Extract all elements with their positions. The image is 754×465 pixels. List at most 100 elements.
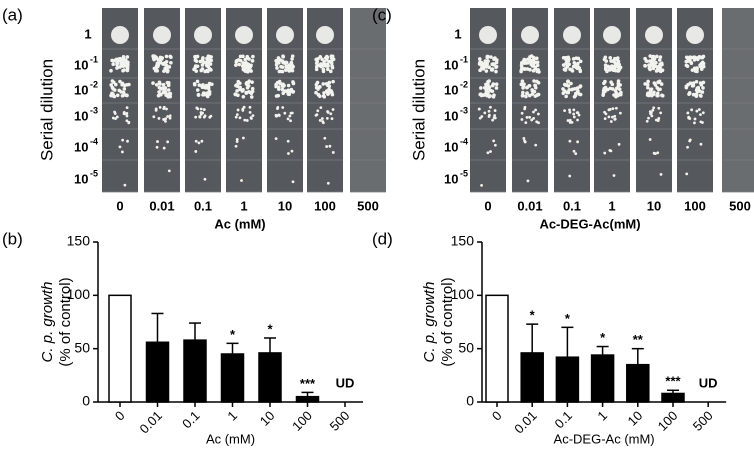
colony [491, 118, 495, 122]
colony [520, 118, 524, 121]
colony [572, 95, 577, 99]
y-axis-label: C. p. growth [39, 282, 56, 363]
colony [235, 113, 239, 117]
colony [154, 83, 159, 87]
colony [537, 121, 540, 125]
colony [701, 64, 706, 69]
colony [602, 81, 606, 86]
colony [323, 136, 327, 140]
colony [288, 114, 292, 118]
colony [578, 85, 582, 89]
colony [243, 57, 248, 62]
colony [207, 81, 212, 86]
colony [202, 115, 206, 119]
row-label: 10 [444, 139, 458, 154]
colony [489, 150, 492, 153]
colony [484, 91, 488, 96]
colony [492, 116, 496, 120]
colony [519, 69, 523, 74]
colony [274, 84, 278, 89]
colony [241, 107, 245, 111]
colony [618, 111, 622, 115]
colony [534, 108, 537, 112]
colony [322, 60, 326, 64]
colony [314, 82, 319, 87]
colony [693, 121, 696, 125]
row-label-exp: -3 [460, 105, 468, 115]
colony [151, 54, 155, 58]
colony [325, 145, 329, 148]
colony [561, 87, 565, 91]
column-label: 500 [357, 198, 379, 213]
colony [650, 93, 654, 98]
y-tick-label: 0 [466, 393, 474, 409]
colony [530, 92, 535, 96]
colony [537, 70, 541, 74]
row-label-exp: -2 [90, 79, 98, 89]
bar [485, 294, 509, 403]
colony [318, 54, 323, 59]
column-label: 0 [484, 198, 491, 213]
bar [555, 356, 580, 403]
colony [164, 119, 167, 123]
colony [329, 112, 333, 116]
colony [688, 81, 693, 86]
colony [689, 61, 694, 66]
colony [568, 110, 572, 114]
column-label: 0.1 [563, 198, 581, 213]
colony [576, 118, 579, 122]
colony [699, 142, 703, 146]
colony [199, 68, 204, 73]
colony [291, 81, 296, 86]
colony [693, 117, 697, 121]
colony [656, 151, 660, 155]
colony [115, 115, 119, 119]
colony [684, 55, 689, 60]
colony-spot [153, 26, 171, 44]
colony [110, 79, 115, 83]
colony [249, 116, 253, 120]
colony [208, 115, 212, 119]
colony [324, 89, 329, 93]
colony [235, 140, 239, 143]
colony [524, 94, 528, 99]
colony [155, 68, 160, 73]
colony [687, 116, 691, 120]
colony [532, 79, 536, 83]
colony [110, 58, 114, 63]
colony [120, 150, 124, 154]
colony [238, 116, 242, 120]
colony [126, 60, 130, 65]
colony [535, 56, 539, 61]
colony [608, 86, 613, 91]
colony [240, 179, 243, 182]
colony [648, 110, 652, 114]
colony [121, 55, 126, 59]
colony [121, 68, 125, 73]
colony [477, 107, 481, 111]
bar [183, 339, 207, 403]
column-label: 10 [647, 198, 661, 213]
x-tick-label: 100 [289, 408, 315, 434]
row-label: 10 [74, 108, 88, 123]
colony [280, 87, 285, 92]
x-tick-label: 1 [224, 408, 240, 424]
colony [154, 107, 158, 111]
colony [520, 79, 525, 83]
colony [697, 108, 701, 111]
colony [109, 68, 113, 73]
colony [698, 93, 703, 98]
colony [536, 92, 541, 97]
colony [234, 63, 238, 67]
colony [248, 105, 252, 109]
colony [479, 60, 484, 65]
colony-spot [686, 26, 704, 44]
colony [286, 83, 291, 88]
colony [479, 86, 483, 90]
colony [645, 93, 650, 97]
colony [660, 93, 664, 98]
colony [237, 62, 242, 67]
colony [284, 64, 289, 68]
panel-label: (b) [2, 229, 23, 248]
